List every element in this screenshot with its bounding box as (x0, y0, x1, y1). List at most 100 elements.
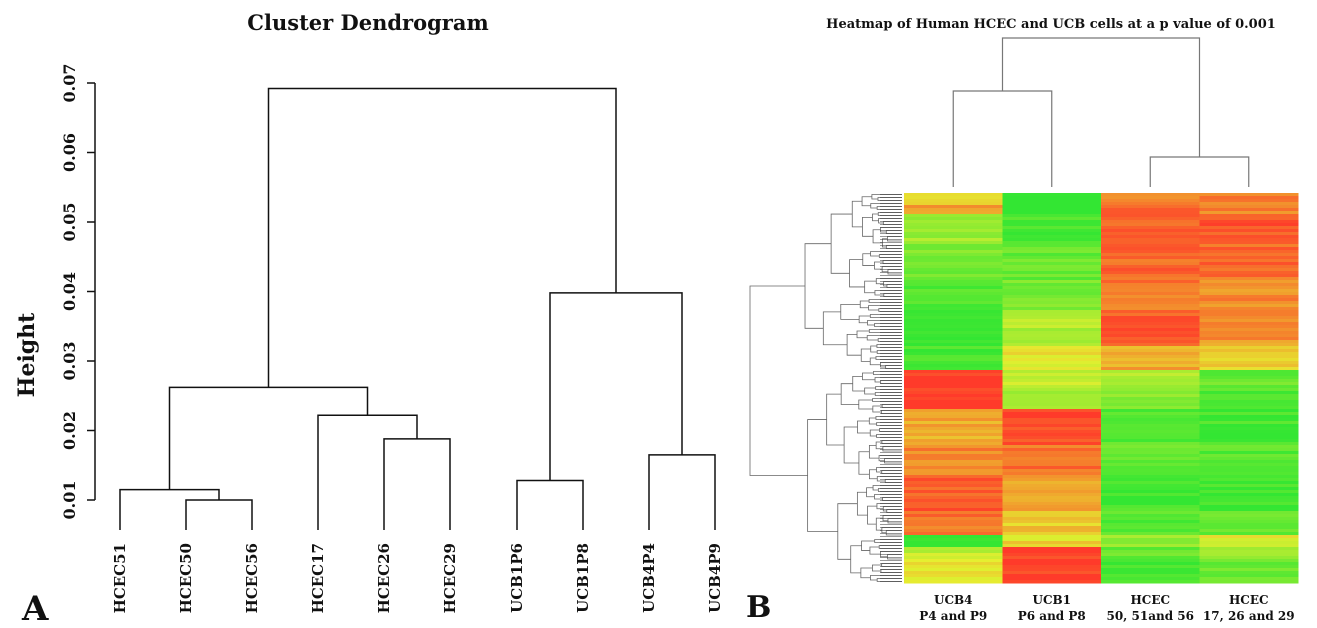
heatmap-cell (1101, 256, 1200, 260)
heatmap-cell (1002, 259, 1102, 263)
heatmap-cell (1199, 226, 1299, 230)
heatmap-cell (1199, 337, 1299, 341)
heatmap-cell (1199, 262, 1299, 266)
heatmap-cell (904, 379, 1003, 383)
heatmap-cell (904, 469, 1003, 473)
heatmap-cell (1101, 460, 1200, 464)
row-dendrogram-branch (867, 505, 877, 525)
heatmap-cell (904, 334, 1003, 338)
heatmap-cell (1002, 298, 1102, 302)
heatmap-cell (1199, 577, 1299, 581)
row-dendrogram-branch (843, 426, 859, 464)
heatmap-cell (904, 511, 1003, 515)
row-dendrogram-branch (883, 281, 902, 287)
heatmap-cell (1101, 472, 1200, 476)
heatmap-cell (1199, 490, 1299, 494)
heatmap-cell (1101, 454, 1200, 458)
heatmap-cell (904, 478, 1003, 482)
heatmap-cell (1101, 397, 1200, 401)
heatmap-cell (904, 475, 1003, 479)
heatmap-cell (904, 280, 1003, 284)
row-dendrogram-branch (864, 280, 877, 294)
heatmap-cell (1002, 256, 1102, 260)
row-dendrogram-branch (877, 212, 902, 216)
heatmap-cell (1101, 445, 1200, 449)
dendrogram-branch (267, 87, 617, 388)
heatmap-cell (1002, 229, 1102, 233)
heatmap-cell (1101, 205, 1200, 209)
dendrogram-branch (168, 386, 369, 490)
heatmap-cell (1002, 502, 1102, 506)
heatmap-cell (1199, 376, 1299, 380)
heatmap-cell (1199, 322, 1299, 326)
heatmap-cell (1002, 241, 1102, 245)
heatmap-cell (1002, 316, 1102, 320)
heatmap-cell (1199, 250, 1299, 254)
heatmap-cell (1101, 268, 1200, 272)
row-dendrogram-branch (874, 539, 902, 543)
heatmap-cell (1002, 205, 1102, 209)
heatmap-cell (1002, 223, 1102, 227)
heatmap-cell (1199, 193, 1299, 197)
heatmap-cell (1002, 340, 1102, 344)
row-dendrogram-branch (872, 371, 902, 375)
row-dendrogram-branch (872, 564, 882, 572)
row-dendrogram-branch (862, 253, 875, 266)
heatmap-cell (1101, 349, 1200, 353)
heatmap-cell (1199, 349, 1299, 353)
row-dendrogram-branch (885, 230, 902, 234)
heatmap-cell (904, 316, 1003, 320)
heatmap-cell (1002, 475, 1102, 479)
heatmap-cell (1199, 364, 1299, 368)
heatmap-cell (1002, 553, 1102, 557)
heatmap-cell (904, 232, 1003, 236)
heatmap-cell (1199, 538, 1299, 542)
row-dendrogram-branch (875, 356, 902, 360)
heatmap-cell (1002, 202, 1102, 206)
row-dendrogram-branch (860, 567, 873, 579)
heatmap-cell (904, 439, 1003, 443)
heatmap-cell (1101, 436, 1200, 440)
heatmap-cell (1002, 397, 1102, 401)
heatmap-cell (1199, 223, 1299, 227)
heatmap-cell (1199, 457, 1299, 461)
leaf-label: UCB4P9 (706, 543, 724, 613)
heatmap-cell (1101, 250, 1200, 254)
heatmap-cell (1002, 235, 1102, 239)
dendrogram-branch (119, 488, 220, 530)
heatmap-cell (1101, 367, 1200, 371)
heatmap-cell (1101, 340, 1200, 344)
heatmap-cell (1002, 388, 1102, 392)
y-axis: 0.01 0.02 0.03 0.04 0.05 0.06 0.07 (60, 64, 96, 519)
heatmap-cell (904, 574, 1003, 578)
heatmap-cell (1199, 541, 1299, 545)
heatmap-cell (1101, 448, 1200, 452)
heatmap-cell (1101, 505, 1200, 509)
heatmap-cell (1199, 535, 1299, 539)
row-dendrogram-branch (882, 260, 902, 264)
heatmap-cell (904, 394, 1003, 398)
heatmap-cell (1002, 313, 1102, 317)
row-dendrogram-branch (851, 200, 863, 228)
heatmap-cell (1199, 328, 1299, 332)
heatmap-cell (1002, 265, 1102, 269)
heatmap-cell (1002, 496, 1102, 500)
heatmap-cell (904, 529, 1003, 533)
row-dendrogram-branch (874, 392, 902, 396)
row-dendrogram-branch (868, 444, 880, 459)
heatmap-cell (904, 454, 1003, 458)
heatmap-cell (1199, 280, 1299, 284)
row-dendrogram-branch (837, 503, 858, 560)
row-dendrogram-branch (858, 315, 871, 324)
heatmap-cell (1199, 403, 1299, 407)
heatmap-cell (1199, 454, 1299, 458)
heatmap-cell (1002, 346, 1102, 350)
heatmap-cell (1199, 238, 1299, 242)
heatmap-cell (1002, 322, 1102, 326)
heatmap-cell (1199, 394, 1299, 398)
heatmap-cell (1101, 253, 1200, 257)
row-dendrogram-branch (876, 578, 902, 582)
heatmap-cell (1002, 427, 1102, 431)
column-label-line2: 50, 51and 56 (1106, 609, 1194, 623)
heatmap-cell (1199, 523, 1299, 527)
